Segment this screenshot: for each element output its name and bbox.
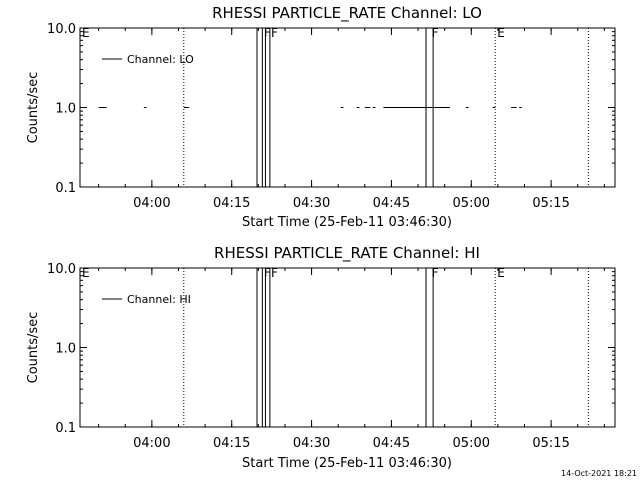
chart-title: RHESSI PARTICLE_RATE Channel: LO (212, 4, 482, 23)
flag-label: E (497, 266, 505, 280)
y-tick-label: 1.0 (55, 102, 76, 117)
y-tick-label: 1.0 (55, 342, 76, 357)
flag-label: F (271, 266, 278, 280)
x-tick-label: 04:45 (373, 196, 410, 211)
flag-label: F (432, 266, 439, 280)
flag-label: E (82, 26, 90, 40)
x-tick-label: 05:00 (453, 196, 490, 211)
x-axis-label: Start Time (25-Feb-11 03:46:30) (242, 215, 452, 230)
plot-frame (79, 267, 616, 428)
flag-bar (264, 267, 271, 428)
y-axis-label: Counts/sec (26, 312, 41, 384)
flag-bar (256, 27, 263, 188)
chart-panel-1: RHESSI PARTICLE_RATE Channel: LO 04:00 04:… (26, 4, 616, 230)
x-tick-label: 04:30 (293, 196, 330, 211)
flag-bar (256, 267, 263, 428)
y-axis-label: Counts/sec (26, 72, 41, 144)
x-axis-label: Start Time (25-Feb-11 03:46:30) (242, 456, 452, 471)
y-tick-label: 10.0 (47, 262, 76, 277)
chart-panel-2: RHESSI PARTICLE_RATE Channel: HI 04:00 04:… (26, 244, 616, 471)
flag-label: F (271, 26, 278, 40)
flag-label: F (264, 266, 271, 280)
x-tick-label: 04:45 (373, 436, 410, 451)
y-tick-label: 0.1 (55, 181, 76, 196)
flag-label: E (82, 266, 90, 280)
flag-bar (425, 267, 434, 428)
plot-frame (79, 27, 616, 188)
flag-bar (264, 27, 271, 188)
x-tick-label: 05:15 (532, 196, 569, 211)
x-tick-label: 04:00 (133, 436, 170, 451)
legend-label: Channel: LO (127, 53, 194, 66)
legend-label: Channel: HI (127, 293, 191, 306)
x-tick-label: 04:30 (293, 436, 330, 451)
y-tick-label: 0.1 (55, 421, 76, 436)
x-tick-label: 04:00 (133, 196, 170, 211)
x-tick-label: 05:00 (453, 436, 490, 451)
flag-label: F (432, 26, 439, 40)
footer-timestamp: 14-Oct-2021 18:21 (561, 469, 637, 478)
flag-label: F (264, 26, 271, 40)
flag-label: E (497, 26, 505, 40)
y-tick-label: 10.0 (47, 22, 76, 37)
x-tick-label: 04:15 (213, 196, 250, 211)
x-tick-label: 05:15 (532, 436, 569, 451)
chart-title: RHESSI PARTICLE_RATE Channel: HI (214, 244, 480, 263)
x-tick-label: 04:15 (213, 436, 250, 451)
